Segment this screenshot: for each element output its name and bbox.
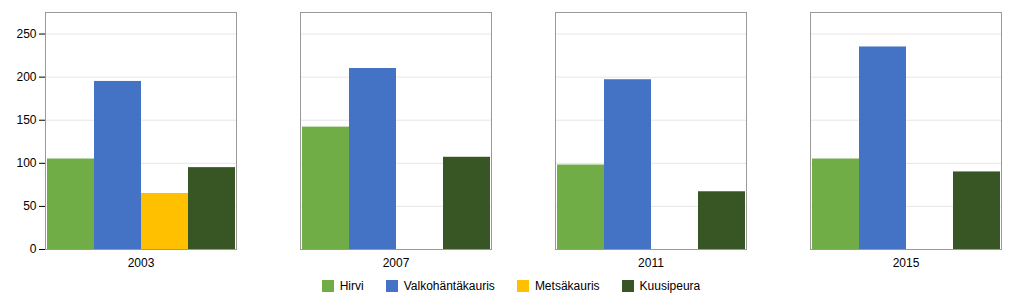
svg-text:150: 150: [16, 113, 36, 127]
html-text:Hirvi: Hirvi: [339, 279, 364, 293]
svg-text:2003: 2003: [128, 256, 155, 270]
svg-text:2015: 2015: [893, 256, 920, 270]
html-text:Metsäkauris: Metsäkauris: [534, 279, 600, 293]
svg-text:2007: 2007: [383, 256, 410, 270]
svg-text:2011: 2011: [638, 256, 664, 270]
svg-text:200: 200: [16, 70, 36, 84]
svg-text:100: 100: [16, 156, 36, 170]
html-text:Valkohäntäkauris: Valkohäntäkauris: [403, 279, 495, 293]
svg-text:50: 50: [23, 199, 37, 213]
svg-text:0: 0: [30, 242, 37, 256]
html-text:Kuusipeura: Kuusipeura: [639, 279, 701, 293]
svg-text:250: 250: [16, 27, 36, 41]
